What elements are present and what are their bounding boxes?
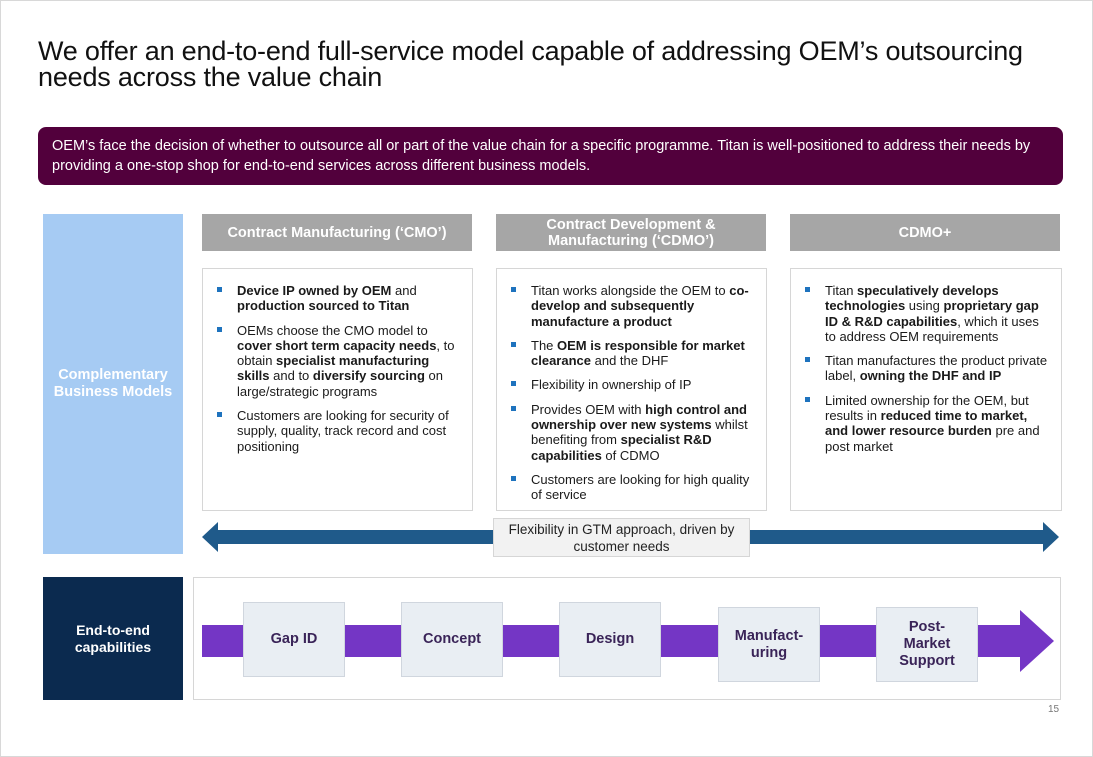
column-heading-cmo: Contract Manufacturing (‘CMO’) [202, 214, 472, 251]
bullet-text: Limited ownership for the OEM, but resul… [825, 392, 1029, 424]
capabilities-flow [193, 577, 1061, 700]
bullet-text-bold: speculatively develops technologies [825, 283, 999, 314]
end-to-end-label: End-to-end capabilities [43, 577, 183, 700]
bullet-item: Device IP owned by OEM and production so… [217, 283, 462, 314]
business-models-label: Complementary Business Models [43, 214, 183, 554]
column-heading-cdmo: Contract Development & Manufacturing (‘C… [496, 214, 766, 251]
bullet-text: and the DHF [591, 353, 669, 369]
bullet-text: Titan [825, 283, 858, 298]
cdmo-plus-bullets: Titan speculatively develops technologie… [790, 268, 1062, 511]
bullet-item: Titan speculatively develops technologie… [805, 283, 1051, 344]
bullet-item: Titan manufactures the product private l… [805, 353, 1051, 384]
bullet-text-bold: proprietary gap ID & R&D capabilities [825, 298, 1039, 329]
bullet-text: Provides OEM with [531, 401, 646, 417]
bullet-text-bold: Device IP owned by OEM [237, 283, 392, 298]
bullet-text: The [531, 337, 558, 353]
bullet-text: OEMs choose the CMO model to [237, 322, 428, 338]
bullet-text: and to [269, 368, 313, 384]
bullet-text-bold: production sourced to Titan [237, 298, 410, 314]
bullet-text-bold: diversify sourcing [312, 368, 425, 384]
bullet-text: on large/strategic programs [237, 368, 443, 399]
bullet-item: Titan works alongside the OEM to co-deve… [511, 283, 756, 329]
bullet-text-bold: co-develop and subsequently manufacture … [531, 283, 749, 329]
bullet-item: Limited ownership for the OEM, but resul… [805, 393, 1051, 454]
bullet-text: of CDMO [601, 447, 660, 463]
summary-banner: OEM’s face the decision of whether to ou… [38, 127, 1063, 185]
bullet-text-bold: specialist R&D capabilities [531, 432, 712, 463]
bullet-item: Customers are looking for security of su… [217, 408, 462, 454]
bullet-item: The OEM is responsible for market cleara… [511, 338, 756, 369]
bullet-text: Customers are looking for high quality o… [531, 471, 750, 503]
bullet-text: , to obtain [237, 337, 455, 369]
cdmo-bullets: Titan works alongside the OEM to co-deve… [496, 268, 767, 511]
bullet-item: OEMs choose the CMO model to cover short… [217, 323, 462, 399]
bullet-text-bold: reduced time to market, and lower resour… [825, 408, 1028, 439]
gtm-flexibility-label: Flexibility in GTM approach, driven by c… [493, 518, 750, 557]
stage-manufacturing: Manufact-uring [718, 607, 820, 682]
bullet-item: Flexibility in ownership of IP [511, 377, 756, 392]
bullet-text-bold: cover short term capacity needs [237, 337, 437, 353]
bullet-text-bold: OEM is responsible for market clearance [531, 337, 745, 369]
bullet-text: Flexibility in ownership of IP [531, 377, 692, 393]
bullet-text: , which it uses to address OEM requireme… [825, 313, 1039, 344]
bullet-text: using [905, 298, 944, 314]
slide-title: We offer an end-to-end full-service mode… [38, 36, 1023, 92]
bullet-text-bold: owning the DHF and IP [859, 368, 1002, 384]
bullet-text-bold: specialist manufacturing skills [237, 353, 430, 384]
page-number: 15 [1048, 704, 1060, 715]
cmo-bullets: Device IP owned by OEM and production so… [202, 268, 473, 511]
bullet-text: Customers are looking for security of su… [237, 408, 449, 454]
stage-post-market-support: Post-Market Support [876, 607, 978, 682]
stage-design: Design [559, 602, 661, 677]
bullet-text: and [391, 283, 417, 298]
stage-concept: Concept [401, 602, 503, 677]
stage-gap-id: Gap ID [243, 602, 345, 677]
bullet-item: Customers are looking for high quality o… [511, 472, 756, 503]
bullet-text: pre and post market [825, 423, 1040, 454]
bullet-item: Provides OEM with high control and owner… [511, 402, 756, 463]
bullet-text: whilst benefiting from [531, 417, 748, 448]
bullet-text: Titan works alongside the OEM to [531, 283, 730, 298]
column-heading-cdmo-plus: CDMO+ [790, 214, 1060, 251]
bullet-text-bold: high control and ownership over new syst… [531, 401, 747, 433]
flow-arrow-head-icon [1020, 610, 1054, 672]
bullet-text: Titan manufactures the product private l… [825, 353, 1048, 384]
